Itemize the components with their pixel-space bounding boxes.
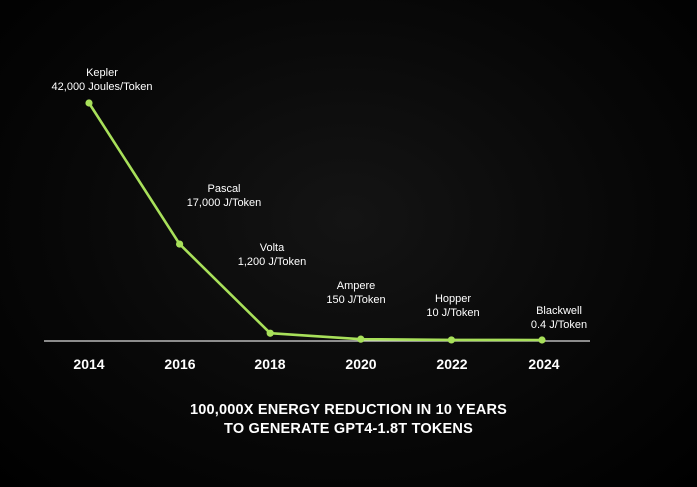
data-point-2022 <box>447 336 455 344</box>
x-tick-label: 2014 <box>73 356 104 372</box>
point-label-name: Blackwell <box>536 305 582 317</box>
point-label-name: Ampere <box>337 280 376 292</box>
point-label-name: Pascal <box>207 183 240 195</box>
x-tick-label: 2020 <box>345 356 376 372</box>
point-label-value: 150 J/Token <box>326 294 385 306</box>
annotation-line-2: TO GENERATE GPT4-1.8T TOKENS <box>224 421 473 437</box>
x-tick-labels: 2014 2016 2018 2020 2022 2024 <box>73 356 559 372</box>
x-tick-label: 2024 <box>528 356 559 372</box>
point-label-value: 17,000 J/Token <box>187 197 262 209</box>
point-labels: Kepler 42,000 Joules/Token Pascal 17,000 J/… <box>52 67 588 331</box>
x-tick-label: 2022 <box>436 356 467 372</box>
point-label-value: 1,200 J/Token <box>238 256 307 268</box>
annotation-line-1: 100,000X ENERGY REDUCTION IN 10 YEARS <box>189 402 508 418</box>
x-tick-label: 2016 <box>164 356 195 372</box>
data-point-2016 <box>176 240 184 248</box>
data-point-2018 <box>266 329 274 337</box>
point-label-value: 42,000 Joules/Token <box>52 81 153 93</box>
point-label-name: Volta <box>260 242 285 254</box>
data-point-2024 <box>538 336 546 344</box>
data-point-2014 <box>85 99 93 107</box>
point-label-value: 0.4 J/Token <box>531 319 587 331</box>
data-points <box>85 99 546 344</box>
point-label-name: Kepler <box>86 67 118 79</box>
point-label-value: 10 J/Token <box>426 307 479 319</box>
series-line <box>87 102 543 342</box>
point-label-name: Hopper <box>435 293 471 305</box>
data-point-2020 <box>357 335 365 343</box>
x-tick-label: 2018 <box>254 356 285 372</box>
